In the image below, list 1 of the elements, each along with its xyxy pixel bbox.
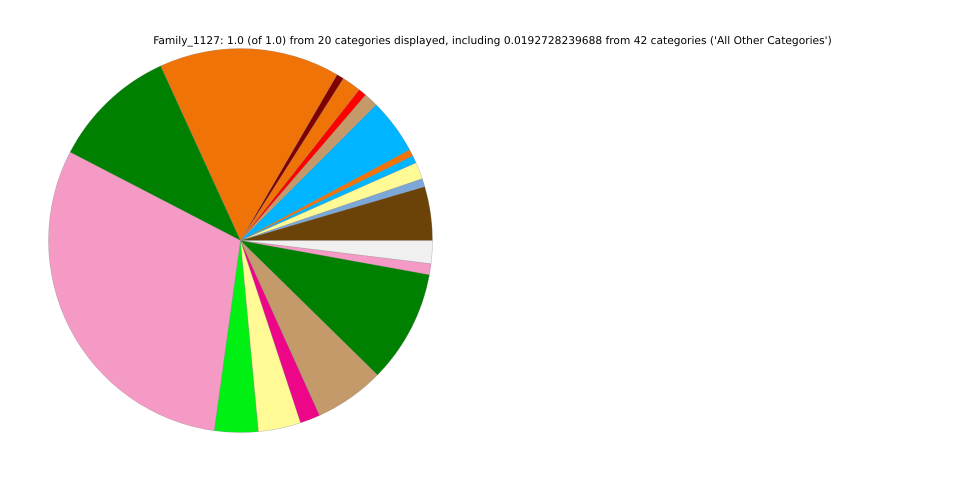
text: Family_1127: 1.0 (of 1.0) from 20 categories displayed, including 0.0192728239688 from 42 categories ('All Other Categories') [153,34,832,47]
